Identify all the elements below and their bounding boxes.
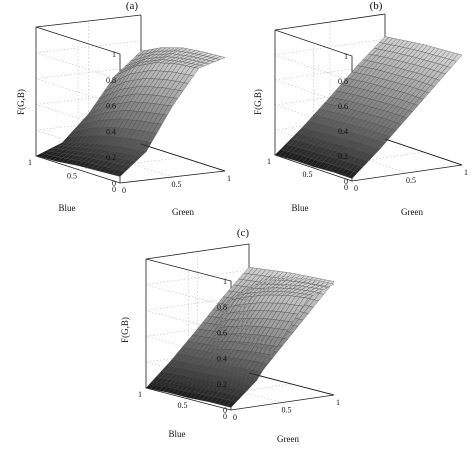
panel-b-surface <box>274 36 463 179</box>
z-tick-label: 0.8 <box>217 303 227 312</box>
floor-edge-left <box>145 387 232 411</box>
y-tick-label: 1 <box>138 390 142 399</box>
panel-b-plot: 0 0.2 0.4 0.6 0.8 1 0 0.5 1 1 0.5 0 <box>267 13 468 193</box>
gridline-z-back <box>274 113 386 131</box>
x-tick-label: 0.5 <box>406 176 416 185</box>
panel-c-zlabel: F(G,B) <box>120 317 130 343</box>
gridline-z-side <box>274 129 353 157</box>
panel-c-ylabel: Blue <box>169 429 186 439</box>
z-tick-label: 0.2 <box>106 153 116 162</box>
panel-b-xlabel: Green <box>401 207 423 217</box>
y-tick-label: 1 <box>267 157 271 166</box>
gridline-z-side <box>274 104 353 132</box>
z-tick-label: 0.8 <box>106 76 116 85</box>
z-tick-label: 0.8 <box>338 77 348 86</box>
panel-c: (c) 0 0.2 0.4 0.6 0.8 1 0 0.5 1 1 0.5 0 F(G,B) Gree… <box>120 227 340 444</box>
panel-a-ticks: 0 0.2 0.4 0.6 0.8 1 0 0.5 1 1 0.5 0 <box>28 50 231 195</box>
panel-b-ticks: 0 0.2 0.4 0.6 0.8 1 0 0.5 1 1 0.5 0 <box>267 52 468 193</box>
panel-c-surface <box>145 267 335 408</box>
gridline-z-back <box>274 63 386 81</box>
panel-a-title: (a) <box>126 0 139 12</box>
panel-c-xlabel: Green <box>277 434 299 444</box>
y-tick-label: 0.5 <box>67 172 77 181</box>
panel-a-plot: 0 0.2 0.4 0.6 0.8 1 0 0.5 1 1 0.5 0 <box>28 14 231 195</box>
z-tick-label: 1 <box>112 50 116 59</box>
y-tick-label: 0.5 <box>178 401 188 410</box>
z-tick-label: 0.6 <box>217 329 227 338</box>
x-tick-label: 1 <box>464 168 468 177</box>
x-tick-label: 0 <box>354 184 358 193</box>
gridline-z-back <box>274 38 386 56</box>
surface-1-patch <box>452 53 463 62</box>
z-tick-label: 1 <box>223 277 227 286</box>
gridline-z-side <box>145 284 232 308</box>
panel-b-title: (b) <box>370 0 383 12</box>
x-tick-label: 1 <box>336 398 340 407</box>
y-tick-label: 0 <box>223 412 227 421</box>
front-edge <box>248 372 335 396</box>
panel-c-plot: 0 0.2 0.4 0.6 0.8 1 0 0.5 1 1 0.5 0 <box>138 243 340 422</box>
panel-a-ylabel: Blue <box>59 203 76 213</box>
panel-b: (b) 0 0.2 0.4 0.6 0.8 1 0 0.5 1 1 0.5 0 F(G,B) Gree… <box>253 0 468 217</box>
z-tick-label: 0.6 <box>338 102 348 111</box>
z-tick-label: 0.2 <box>217 380 227 389</box>
z-tick-label: 0 <box>112 179 116 188</box>
panel-b-zlabel: F(G,B) <box>253 89 263 115</box>
panel-a-surface <box>35 47 226 177</box>
x-tick-label: 0 <box>233 413 237 422</box>
gridline-x-floor <box>197 380 283 403</box>
y-tick-label: 0 <box>344 183 348 192</box>
z-tick-label: 0.4 <box>217 354 227 363</box>
panel-a-xlabel: Green <box>172 207 194 217</box>
panel-a: (a) 0 0.2 0.4 0.6 0.8 1 0 0.5 1 1 0.5 0 F(G,B) Gree… <box>16 0 231 217</box>
z-tick-label: 0.6 <box>106 102 116 111</box>
z-tick-label: 0.4 <box>106 127 116 136</box>
gridline-z-side <box>274 79 353 107</box>
front-edge <box>384 138 463 166</box>
panel-b-ylabel: Blue <box>292 203 309 213</box>
y-tick-label: 0.5 <box>303 170 313 179</box>
x-tick-label: 0.5 <box>172 180 182 189</box>
floor-edge-left <box>35 155 121 184</box>
panel-c-ticks: 0 0.2 0.4 0.6 0.8 1 0 0.5 1 1 0.5 0 <box>138 277 340 422</box>
z-tick-label: 0.4 <box>338 127 348 136</box>
gridline-z-side <box>35 52 121 81</box>
y-tick-label: 1 <box>28 158 32 167</box>
front-edge <box>140 143 226 172</box>
panel-a-zlabel: F(G,B) <box>16 89 26 115</box>
surface-1-patch <box>324 283 335 288</box>
gridline-z-back <box>35 40 142 54</box>
panel-c-title: (c) <box>237 227 250 239</box>
y-tick-label: 0 <box>112 185 116 194</box>
x-tick-label: 1 <box>227 174 231 183</box>
z-tick-label: 1 <box>344 52 348 61</box>
z-tick-label: 0.2 <box>338 152 348 161</box>
floor-edge-left <box>274 154 353 182</box>
z-tick-label: 0 <box>223 406 227 415</box>
surface-1-patch <box>214 56 226 60</box>
x-tick-label: 0.5 <box>282 406 292 415</box>
gridline-z-back <box>274 88 386 106</box>
gridline-z-side <box>274 54 353 82</box>
x-tick-label: 0 <box>122 186 126 195</box>
z-tick-label: 0 <box>344 177 348 186</box>
